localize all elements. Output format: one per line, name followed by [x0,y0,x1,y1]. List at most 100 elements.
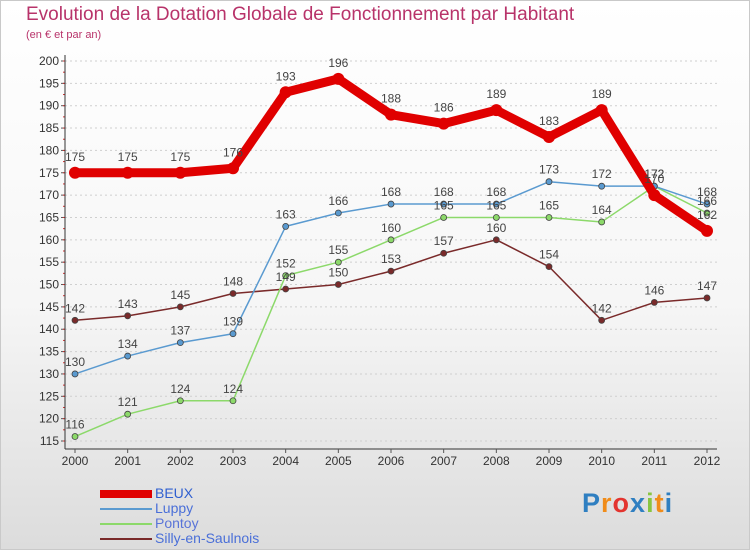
data-label: 142 [65,301,85,315]
data-label: 189 [592,87,612,101]
x-tick-label: 2002 [167,454,194,468]
y-tick-label: 120 [39,412,59,426]
series-lines [69,72,713,440]
data-label: 153 [381,252,401,266]
legend-item: Luppy [100,501,259,516]
data-label: 143 [118,297,138,311]
x-tick-label: 2006 [378,454,405,468]
data-label: 149 [276,270,296,284]
y-tick-label: 170 [39,188,59,202]
logo-letter: r [601,488,613,518]
data-label: 162 [697,208,717,222]
data-point [282,285,290,293]
legend-item: BEUX [100,486,259,501]
data-label: 148 [223,274,243,288]
data-label: 168 [697,185,717,199]
x-tick-label: 2009 [536,454,563,468]
data-label: 139 [223,315,243,329]
data-point [650,299,658,306]
x-tick-label: 2003 [220,454,247,468]
data-label: 124 [170,382,190,396]
data-point [279,86,292,99]
data-point [387,267,395,275]
y-tick-label: 175 [39,166,59,180]
data-label: 145 [170,288,190,302]
logo-letter: i [646,488,655,518]
data-labels: 175 175 175 1761931961881861891831891701621… [65,56,717,432]
data-point [334,281,342,288]
data-point [440,200,448,208]
data-label: 124 [223,382,243,396]
data-point [545,263,553,271]
data-label: 134 [118,337,138,351]
legend-swatch [100,489,152,498]
x-tick-label: 2001 [114,454,141,468]
logo-letter: t [654,488,665,518]
data-point [598,316,606,324]
legend: BEUX Luppy Pontoy Silly-en-Saulnois [100,486,259,546]
data-point [124,352,132,360]
data-label: 168 [486,185,506,199]
data-label: 160 [381,221,401,235]
x-tick-label: 2010 [588,454,615,468]
logo-letter: o [612,488,631,518]
y-tick-label: 200 [39,54,59,68]
logo-letter: P [582,488,602,518]
data-label: 183 [539,114,559,128]
data-label: 142 [592,301,612,315]
y-tick-label: 180 [39,143,59,157]
data-point [595,104,608,117]
y-tick-label: 145 [39,300,59,314]
data-point [176,303,184,311]
data-point [282,223,290,230]
data-point [124,410,132,418]
data-point [598,218,606,226]
data-point [282,272,290,279]
legend-label: Luppy [155,500,194,516]
data-point [387,236,395,244]
data-label: 173 [539,163,559,177]
y-tick-label: 130 [39,367,59,381]
axes: 115 120 125 130 135 140 145 150 155 160 165 170 175 1… [39,54,721,468]
data-label: 170 [644,172,664,186]
x-tick-label: 2012 [694,454,721,468]
data-point [334,258,342,266]
data-label: 165 [434,198,454,212]
legend-label: BEUX [155,485,194,501]
data-point [176,397,184,405]
data-point [648,189,661,202]
data-point [492,236,500,244]
data-point [701,224,713,237]
data-label: 172 [644,167,664,181]
data-point [703,209,711,217]
data-point [492,214,500,221]
data-label: 137 [170,324,190,338]
data-label: 196 [328,56,348,70]
data-point [492,200,500,208]
data-label: 154 [539,248,559,262]
legend-item: Pontoy [100,516,259,531]
data-label: 147 [697,279,717,293]
data-point [332,72,345,85]
x-tick-label: 2004 [272,454,299,468]
data-point [229,330,237,338]
data-label: 175 [170,150,190,164]
x-tick-label: 2000 [62,454,89,468]
data-point [387,200,395,208]
data-point [69,166,81,179]
data-point [121,166,134,179]
data-label: 175 [118,150,138,164]
data-point [229,290,237,297]
legend-swatch [100,537,152,540]
y-tick-label: 195 [39,76,59,90]
data-point [71,316,79,324]
y-tick-label: 185 [39,121,59,135]
logo-letter: i [664,488,674,518]
data-point [71,370,79,378]
x-tick-label: 2011 [641,454,667,468]
data-label: 163 [276,207,296,221]
legend-swatch [100,522,152,525]
chart-subtitle: (en € et par an) [26,29,102,41]
data-point [229,397,237,405]
